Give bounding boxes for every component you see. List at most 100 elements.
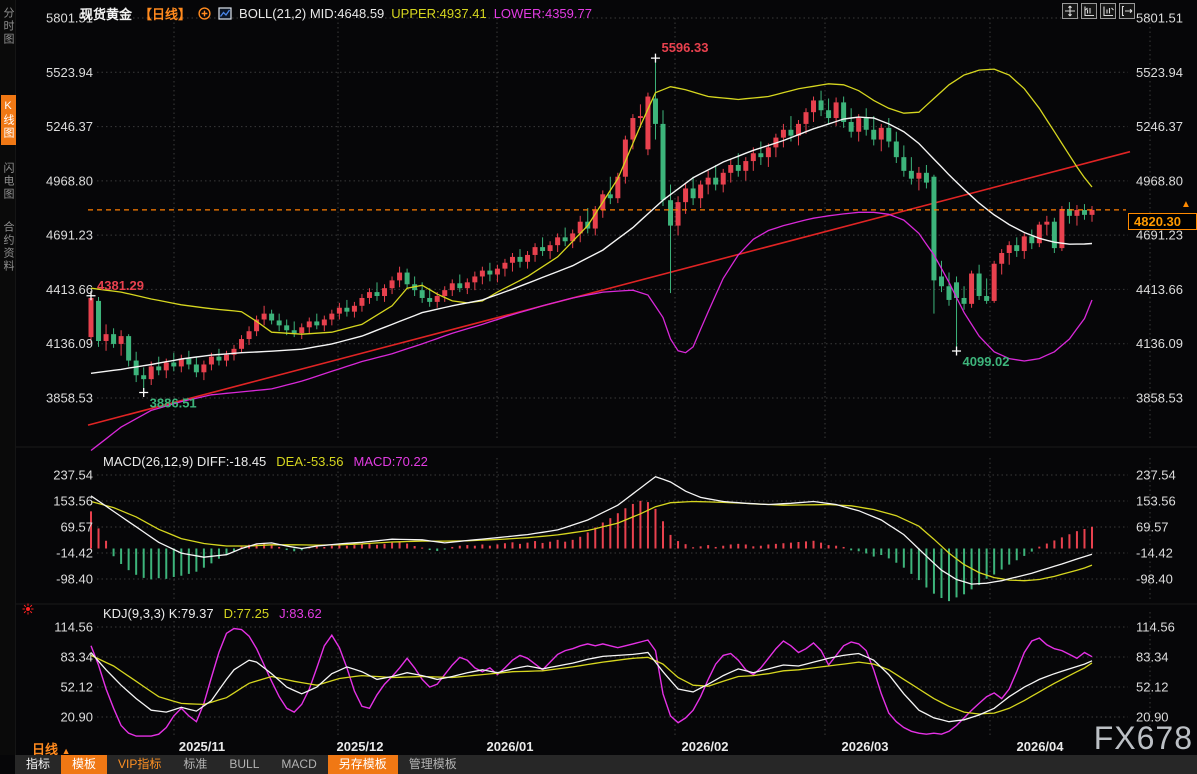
candle-body: [216, 356, 222, 361]
toolbar-tab-5[interactable]: MACD: [281, 757, 317, 771]
macd-hist-bar: [910, 548, 913, 574]
macd-hist-bar: [345, 545, 348, 549]
candle-body: [1081, 209, 1087, 215]
trendline: [87, 150, 1131, 426]
zoom-range-right-icon[interactable]: [1100, 3, 1116, 19]
candle-body: [118, 336, 124, 344]
toolbar-tab-4[interactable]: BULL: [229, 757, 260, 771]
candle-body: [434, 296, 440, 302]
zoom-range-left-icon[interactable]: [1081, 3, 1097, 19]
macd-hist-bar: [752, 546, 755, 549]
macd-hist-bar: [827, 545, 830, 549]
candle-body: [735, 164, 741, 171]
sidebar-item-1[interactable]: K线图: [1, 95, 16, 145]
macd-hist-bar: [428, 548, 431, 551]
macd-hist-bar: [601, 522, 604, 549]
mini-chart-icon[interactable]: [218, 7, 232, 20]
price-axis-label-left: 4968.80: [46, 173, 93, 188]
macd-hist-bar: [496, 544, 499, 549]
candle-body: [171, 362, 177, 367]
macd-hist-bar: [443, 548, 446, 550]
candle-body: [660, 123, 666, 201]
toolbar-tab-3[interactable]: 标准: [183, 757, 208, 771]
macd-hist-bar: [835, 545, 838, 549]
candle-body: [946, 286, 952, 300]
candle-body: [96, 300, 102, 342]
candle-body: [765, 147, 771, 158]
extreme-cross-marker: [952, 346, 962, 356]
extreme-price-label: 4381.29: [97, 278, 144, 293]
candle-body: [254, 319, 260, 332]
macd-hist-bar: [902, 548, 905, 568]
price-axis-label-right: 5246.37: [1136, 119, 1183, 134]
exit-chart-icon[interactable]: [1119, 3, 1135, 19]
candle-body: [954, 282, 960, 298]
pan-icon[interactable]: [1062, 3, 1078, 19]
candle-body: [509, 256, 515, 263]
sidebar-item-2[interactable]: 闪电图: [2, 162, 14, 201]
kdj-axis-label-right: 52.12: [1136, 679, 1169, 694]
macd-hist-bar: [481, 544, 484, 549]
period-tag[interactable]: 【日线】: [139, 7, 192, 22]
price-axis-label-right: 4413.66: [1136, 282, 1183, 297]
macd-diff-line: [90, 475, 1093, 585]
macd-axis-label-right: 153.56: [1136, 493, 1176, 508]
candle-body: [314, 321, 320, 326]
candle-body: [502, 262, 508, 269]
current-price-tag[interactable]: 4820.30: [1128, 213, 1197, 230]
toolbar-tab-1[interactable]: 模板: [61, 755, 108, 774]
axis-labels-layer: 5801.51 5801.51 5523.94 5523.94 5246.37 5246.…: [46, 11, 1183, 755]
candle-body: [818, 100, 824, 111]
toolbar-tab-0[interactable]: 指标: [26, 757, 51, 771]
macd-hist-bar: [406, 543, 409, 549]
macd-hist-bar: [353, 545, 356, 549]
candle-body: [780, 129, 786, 138]
period-selector[interactable]: 日线 ▲: [32, 739, 71, 758]
candle-body: [1029, 236, 1035, 244]
candle-body: [359, 297, 365, 306]
boll-upper-readout: UPPER:4937.41: [391, 6, 487, 21]
candle-body: [938, 276, 944, 287]
macd-pane: [90, 475, 1093, 602]
chart-type-sidebar: 分时图 K线图闪电图合约资料: [0, 0, 16, 755]
macd-hist-bar: [278, 546, 281, 549]
macd-hist-bar: [240, 546, 243, 549]
candle-body: [306, 321, 312, 328]
candle-body: [223, 354, 229, 361]
candle-body: [637, 116, 643, 119]
kdj-axis-label-left: 52.12: [60, 679, 93, 694]
candle-body: [487, 270, 493, 275]
macd-hist-bar: [1091, 526, 1093, 549]
candle-body: [239, 339, 245, 349]
sidebar-item-3[interactable]: 合约资料: [2, 221, 14, 273]
price-axis-label-right: 4691.23: [1136, 228, 1183, 243]
macd-hist-bar: [737, 543, 740, 549]
candle-body: [540, 247, 546, 252]
macd-hist-bar: [135, 548, 138, 575]
sidebar-item-0[interactable]: 分时图: [2, 7, 14, 46]
macd-hist-bar: [180, 548, 183, 576]
kdj-j-line: [90, 627, 1093, 737]
candle-body: [1059, 208, 1065, 249]
candle-body: [795, 123, 801, 136]
toolbar-tab-2[interactable]: VIP指标: [118, 757, 162, 771]
candle-body: [683, 188, 689, 203]
macd-hist-bar: [662, 521, 664, 549]
boll-mid-readout: BOLL(21,2) MID:4648.59: [239, 6, 385, 21]
toolbar-tab-7[interactable]: 管理模板: [408, 757, 457, 771]
macd-hist-bar: [165, 548, 168, 579]
macd-hist-bar: [556, 539, 559, 549]
price-axis-label-left: 5523.94: [46, 65, 93, 80]
candle-body: [389, 280, 395, 289]
macd-hist-bar: [195, 548, 198, 572]
add-indicator-icon[interactable]: [198, 7, 211, 20]
extreme-cross-marker: [86, 291, 96, 301]
candle-body: [231, 348, 237, 355]
macd-hist-bar: [233, 548, 235, 551]
macd-hist-bar: [413, 546, 416, 549]
candle-body: [366, 292, 372, 298]
kdj-axis-label-left: 20.90: [60, 709, 93, 724]
candle-body: [758, 153, 764, 158]
toolbar-tab-6[interactable]: 另存模板: [327, 755, 398, 774]
